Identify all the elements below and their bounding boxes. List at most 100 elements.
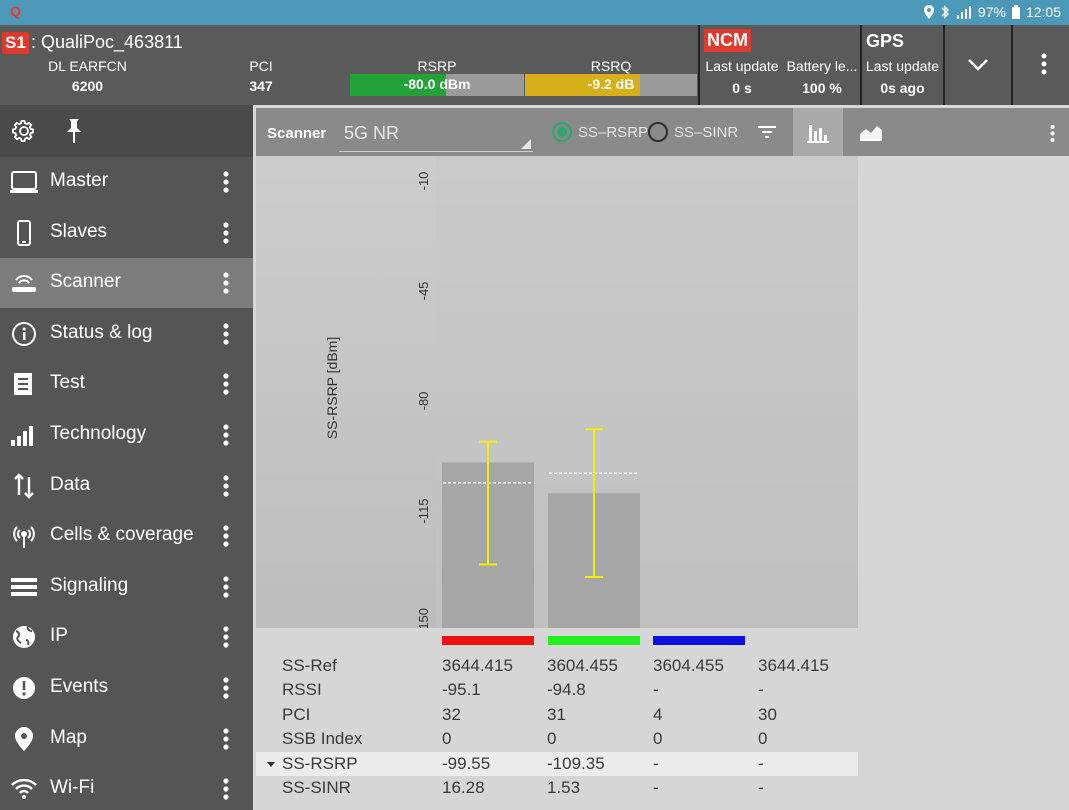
rsrp-value: -80.0 dBm: [403, 76, 471, 92]
filter-button[interactable]: [746, 108, 786, 156]
measurement-header: S1 : QualiPoc_463811 DL EARFCN 6200 PCI …: [0, 25, 1069, 105]
ncm-last-update-value: 0 s: [732, 80, 752, 96]
sidebar-item-wi-fi[interactable]: Wi-Fi: [0, 764, 253, 810]
sidebar-item-data[interactable]: Data: [0, 461, 253, 511]
series-color-legend: [442, 636, 745, 645]
sidebar-item-slaves[interactable]: Slaves: [0, 208, 253, 258]
scanner-toolbar: Scanner 5G NR SS–RSRP SS–SINR: [256, 108, 1069, 156]
battery-percent: 97%: [977, 4, 1006, 20]
dl-earfcn-value: 6200: [71, 78, 104, 94]
table-row: SSB Index 0 0 0 0: [256, 727, 858, 751]
more-vert-icon[interactable]: [222, 171, 230, 193]
wifi-icon: [11, 779, 37, 800]
more-vert-icon[interactable]: [222, 576, 230, 598]
header-menu-button[interactable]: [1011, 25, 1069, 105]
chart-canvas: SS-RSRP [dBm] -10 -45 -80 -115 -150: [324, 156, 858, 628]
table-cell: 3644.415: [442, 656, 513, 675]
table-cell: 30: [758, 704, 777, 724]
more-vert-icon[interactable]: [222, 474, 230, 497]
test-icon: [14, 373, 32, 396]
more-vert-icon: [1050, 125, 1055, 142]
table-cell: 0: [442, 729, 452, 749]
y-tick-label: -45: [416, 282, 431, 301]
app-notification-icon: Q: [10, 3, 21, 19]
scanner-menu-button[interactable]: [1036, 108, 1069, 156]
more-vert-icon[interactable]: [222, 272, 230, 294]
table-cell: 0: [653, 729, 663, 749]
ncm-panel[interactable]: NCM Last update 0 s Battery le... 100 %: [698, 25, 860, 105]
technology-select-value: 5G NR: [344, 123, 400, 143]
monitor-icon: [10, 171, 38, 193]
sidebar-item-technology[interactable]: Technology: [0, 410, 253, 460]
info-icon: [12, 321, 36, 346]
sidebar-item-test[interactable]: Test: [0, 359, 253, 409]
trend-view-button[interactable]: [846, 108, 896, 156]
rsrq-value: -9.2 dB: [587, 76, 635, 92]
radio-ss-sinr-circle: [648, 122, 668, 142]
sidebar-toolbar: [0, 105, 253, 157]
more-vert-icon[interactable]: [222, 221, 230, 244]
more-vert-icon[interactable]: [222, 373, 230, 395]
sidebar-item-label: Data: [50, 473, 91, 495]
table-cell: 4: [653, 704, 663, 724]
sidebar-item-events[interactable]: Events: [0, 663, 253, 713]
sidebar-item-label: IP: [50, 625, 68, 647]
table-cell: 0: [547, 729, 557, 749]
table-cell: -95.1: [442, 680, 481, 700]
sidebar-item-label: Technology: [50, 423, 147, 444]
settings-gear-icon[interactable]: [12, 119, 36, 143]
table-cell: 3604.455: [653, 656, 724, 675]
sidebar-item-signaling[interactable]: Signaling: [0, 562, 253, 612]
ncm-last-update-label: Last update: [705, 58, 779, 74]
data-arrows-icon: [14, 472, 34, 499]
table-row[interactable]: SS-RSRP -99.55 -109.35 - -: [256, 751, 858, 776]
expand-header-button[interactable]: [943, 25, 1011, 105]
more-vert-icon[interactable]: [222, 626, 230, 648]
ncm-battery-label: Battery le...: [786, 58, 858, 74]
more-vert-icon[interactable]: [222, 677, 230, 699]
sidebar-item-cells-coverage[interactable]: Cells & coverage: [0, 511, 253, 561]
sidebar-item-ip[interactable]: IP: [0, 612, 253, 662]
rsrq-label: RSRQ: [590, 58, 632, 74]
sidebar-item-master[interactable]: Master: [0, 157, 253, 207]
table-cell: -94.8: [547, 680, 586, 700]
sidebar-item-scanner[interactable]: Scanner: [0, 258, 253, 309]
pci-value: 347: [249, 78, 273, 94]
location-icon: [923, 5, 934, 19]
rsrp-bar-chart: SS-RSRP [dBm] -10 -45 -80 -115 -150: [256, 156, 858, 628]
radio-ss-rsrp-circle: [552, 122, 572, 142]
sidebar-item-label: Signaling: [50, 574, 129, 596]
table-cell: -: [758, 680, 764, 700]
sidebar-item-map[interactable]: Map: [0, 714, 253, 764]
table-row-label: SSB Index: [282, 729, 363, 749]
more-vert-icon[interactable]: [222, 424, 230, 446]
table-cell: -: [758, 753, 764, 773]
rsrp-meter: -80.0 dBm: [350, 74, 524, 96]
system-status-bar: Q 97% 12:05: [0, 0, 1069, 25]
signaling-icon: [11, 577, 37, 596]
signal-icon: [956, 5, 971, 19]
rsrq-label-wrap: RSRQ: [525, 58, 697, 74]
more-vert-icon[interactable]: [222, 778, 230, 800]
table-cell: -99.55: [442, 753, 491, 773]
serving-cell-summary[interactable]: S1 : QualiPoc_463811 DL EARFCN 6200 PCI …: [0, 25, 698, 105]
more-vert-icon[interactable]: [222, 323, 230, 345]
sidebar-item-status-log[interactable]: Status & log: [0, 309, 253, 359]
gps-panel[interactable]: GPS Last update 0s ago: [860, 25, 943, 105]
pci: PCI 347: [226, 58, 296, 94]
antenna-icon: [13, 526, 35, 549]
more-vert-icon[interactable]: [222, 525, 230, 547]
radio-ss-rsrp[interactable]: SS–RSRP: [552, 122, 648, 142]
technology-select[interactable]: 5G NR: [339, 118, 533, 152]
dl-earfcn: DL EARFCN 6200: [40, 58, 135, 94]
radio-ss-sinr[interactable]: SS–SINR: [648, 122, 738, 142]
pin-icon[interactable]: [64, 117, 84, 145]
more-vert-icon[interactable]: [222, 727, 230, 750]
y-tick-label: -80: [416, 392, 431, 411]
rsrq-meter-fill: [525, 74, 641, 96]
bar-view-button[interactable]: [793, 108, 843, 156]
scanner-icon: [12, 275, 36, 293]
status-icons: 97% 12:05: [923, 4, 1061, 20]
phone-icon: [17, 219, 31, 246]
